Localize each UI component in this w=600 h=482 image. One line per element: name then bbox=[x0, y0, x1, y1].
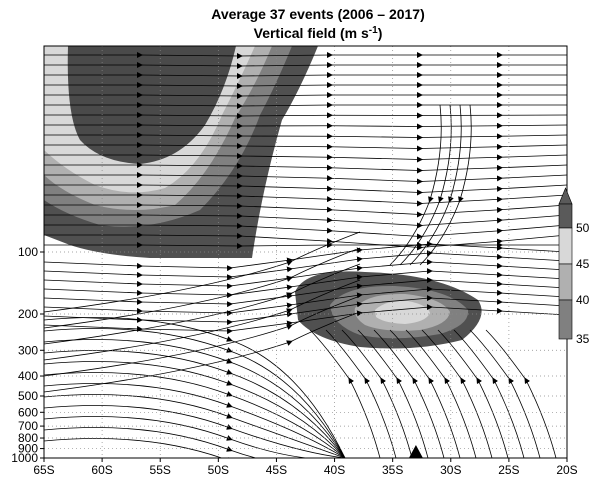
x-tick-label: 30S bbox=[440, 463, 461, 477]
x-tick-label: 55S bbox=[150, 463, 171, 477]
streamline bbox=[421, 329, 493, 458]
jet-core-contours bbox=[44, 46, 318, 258]
streamline bbox=[44, 141, 567, 152]
streamline bbox=[44, 311, 361, 393]
legend-label: 40 bbox=[576, 293, 590, 307]
streamline bbox=[44, 295, 361, 377]
streamline bbox=[44, 416, 345, 458]
streamline bbox=[44, 279, 361, 361]
streamline bbox=[405, 329, 477, 458]
x-tick-label: 25S bbox=[498, 463, 519, 477]
streamline bbox=[44, 372, 346, 458]
chart-title: Average 37 events (2006 – 2017) bbox=[211, 6, 425, 22]
secondary-max-contours bbox=[295, 271, 482, 349]
location-marker bbox=[408, 445, 423, 458]
x-tick-label: 40S bbox=[324, 463, 345, 477]
streamline bbox=[44, 161, 567, 174]
streamline bbox=[44, 201, 567, 218]
legend-label: 50 bbox=[576, 221, 590, 235]
streamline bbox=[44, 317, 346, 458]
legend-label: 35 bbox=[576, 332, 590, 346]
legend-swatch bbox=[558, 227, 573, 265]
streamline bbox=[419, 104, 472, 266]
y-tick-label: 600 bbox=[18, 405, 38, 419]
y-tick-label: 500 bbox=[18, 389, 38, 403]
streamline bbox=[44, 328, 346, 458]
streamline bbox=[44, 438, 345, 458]
streamline bbox=[44, 91, 567, 100]
x-tick-label: 60S bbox=[91, 463, 112, 477]
streamline bbox=[44, 151, 567, 163]
streamline bbox=[485, 329, 557, 458]
streamline bbox=[44, 427, 345, 458]
x-tick-label: 45S bbox=[266, 463, 287, 477]
streamline bbox=[399, 104, 452, 266]
streamline bbox=[373, 329, 445, 458]
chart-subtitle: Vertical field (m s-1) bbox=[254, 25, 383, 41]
streamline bbox=[409, 104, 462, 266]
streamline bbox=[44, 111, 567, 119]
streamline bbox=[44, 304, 567, 335]
legend-label: 45 bbox=[576, 257, 590, 271]
y-tick-label: 1000 bbox=[11, 451, 38, 465]
x-tick-label: 65S bbox=[33, 463, 54, 477]
streamline bbox=[325, 329, 397, 458]
streamlines bbox=[44, 51, 567, 458]
legend-swatch bbox=[558, 203, 573, 229]
streamline bbox=[469, 329, 541, 458]
x-tick-label: 35S bbox=[382, 463, 403, 477]
streamline bbox=[44, 171, 567, 185]
y-tick-label: 100 bbox=[18, 245, 38, 259]
streamline bbox=[341, 329, 413, 458]
streamline bbox=[44, 121, 567, 130]
legend: 50 45 40 35 bbox=[558, 187, 590, 346]
legend-swatch bbox=[558, 299, 573, 340]
streamline bbox=[44, 81, 567, 90]
streamline bbox=[44, 71, 567, 80]
y-tick-label: 400 bbox=[18, 369, 38, 383]
legend-swatch bbox=[558, 263, 573, 301]
x-tick-label: 20S bbox=[556, 463, 577, 477]
streamline bbox=[453, 329, 525, 458]
y-tick-label: 900 bbox=[18, 442, 38, 456]
streamline bbox=[389, 329, 461, 458]
streamline bbox=[44, 61, 567, 70]
streamline bbox=[309, 329, 381, 458]
streamline bbox=[44, 221, 567, 240]
streamline bbox=[44, 131, 567, 141]
streamline bbox=[44, 339, 346, 458]
streamline bbox=[437, 329, 509, 458]
streamline bbox=[44, 181, 567, 196]
streamline bbox=[44, 361, 346, 458]
legend-cap-top bbox=[558, 187, 573, 205]
streamline bbox=[44, 231, 361, 313]
plot-area bbox=[44, 46, 567, 458]
grid-lines bbox=[44, 46, 567, 458]
x-tick-label: 50S bbox=[208, 463, 229, 477]
streamline bbox=[44, 51, 567, 60]
streamline bbox=[44, 211, 567, 229]
x-axis: 65S 60S 55S 50S 45S 40S 35S 30S 25S 20S bbox=[33, 458, 578, 477]
y-tick-label: 200 bbox=[18, 307, 38, 321]
streamline bbox=[44, 247, 361, 329]
y-tick-label: 800 bbox=[18, 431, 38, 445]
streamline bbox=[389, 104, 442, 266]
y-tick-label: 300 bbox=[18, 343, 38, 357]
streamline bbox=[44, 101, 567, 110]
streamline bbox=[44, 263, 361, 345]
streamline bbox=[44, 191, 567, 207]
y-tick-label: 700 bbox=[18, 419, 38, 433]
streamline bbox=[357, 329, 429, 458]
